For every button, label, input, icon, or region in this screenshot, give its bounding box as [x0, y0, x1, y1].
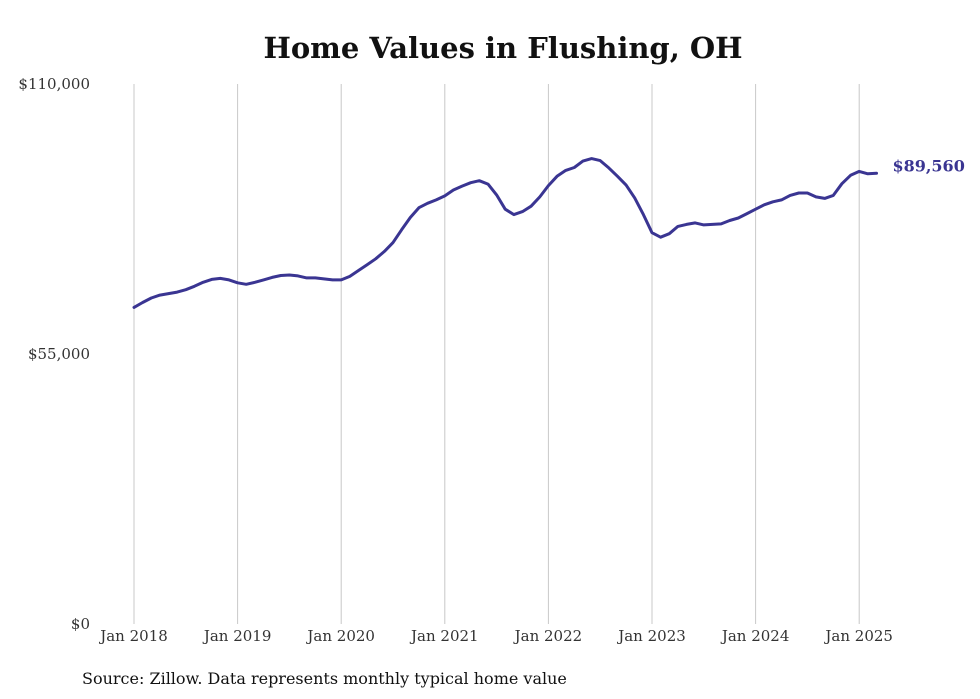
- y-tick-label: $110,000: [18, 75, 90, 93]
- y-tick-label: $55,000: [28, 345, 90, 363]
- x-tick-label: Jan 2024: [720, 627, 790, 645]
- x-axis-ticks: Jan 2018 Jan 2019 Jan 2020 Jan 2021 Jan 2022…: [98, 627, 893, 645]
- series-line-home-value: [132, 157, 878, 309]
- source-note: Source: Zillow. Data represents monthly …: [82, 669, 567, 688]
- x-tick-label: Jan 2022: [513, 627, 583, 645]
- end-value-label: $89,560: [892, 156, 964, 175]
- x-tick-label: Jan 2025: [823, 627, 893, 645]
- x-tick-label: Jan 2019: [202, 627, 272, 645]
- x-tick-label: Jan 2018: [98, 627, 168, 645]
- x-tick-label: Jan 2023: [616, 627, 686, 645]
- x-tick-label: Jan 2021: [409, 627, 479, 645]
- y-tick-label: $0: [71, 615, 90, 633]
- gridlines: [133, 84, 860, 624]
- x-tick-label: Jan 2020: [305, 627, 375, 645]
- chart-title: Home Values in Flushing, OH: [263, 31, 742, 65]
- y-axis-ticks: $0 $55,000 $110,000: [18, 75, 90, 633]
